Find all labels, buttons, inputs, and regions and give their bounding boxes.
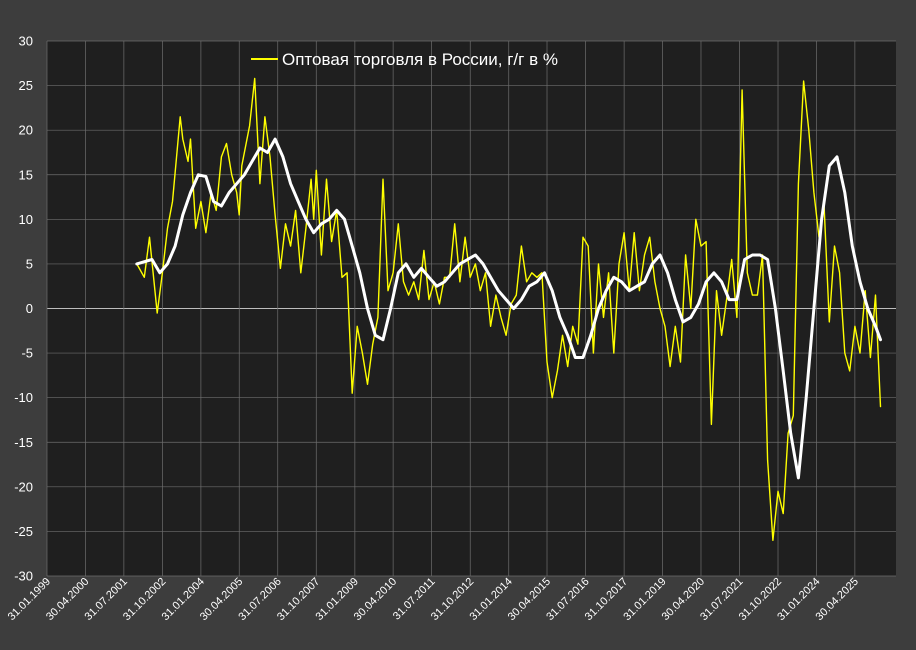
y-tick-label: 10	[19, 212, 33, 227]
y-tick-label: 15	[19, 167, 33, 182]
y-tick-label: -20	[14, 479, 33, 494]
y-tick-label: -10	[14, 390, 33, 405]
y-tick-label: -25	[14, 524, 33, 539]
y-tick-label: 30	[19, 34, 33, 49]
y-tick-label: 25	[19, 78, 33, 93]
y-axis: 30 25 20 15 10 5 0 -5 -10 -15 -20 -25 -30	[14, 34, 33, 584]
series-line-smoothed	[135, 137, 882, 480]
series-layer	[135, 77, 882, 541]
series-line-wholesale	[136, 77, 882, 541]
y-tick-label: 20	[19, 123, 33, 138]
y-tick-label: -5	[21, 346, 33, 361]
legend-label: Оптовая торговля в России, г/г в %	[282, 50, 558, 69]
y-tick-label: -15	[14, 435, 33, 450]
legend: Оптовая торговля в России, г/г в %	[251, 50, 558, 69]
y-tick-label: 0	[26, 301, 33, 316]
grid	[46, 40, 896, 577]
y-tick-label: -30	[14, 569, 33, 584]
x-axis: 31.01.199930.04.200031.07.200131.10.2002…	[6, 576, 861, 623]
y-tick-label: 5	[26, 256, 33, 271]
